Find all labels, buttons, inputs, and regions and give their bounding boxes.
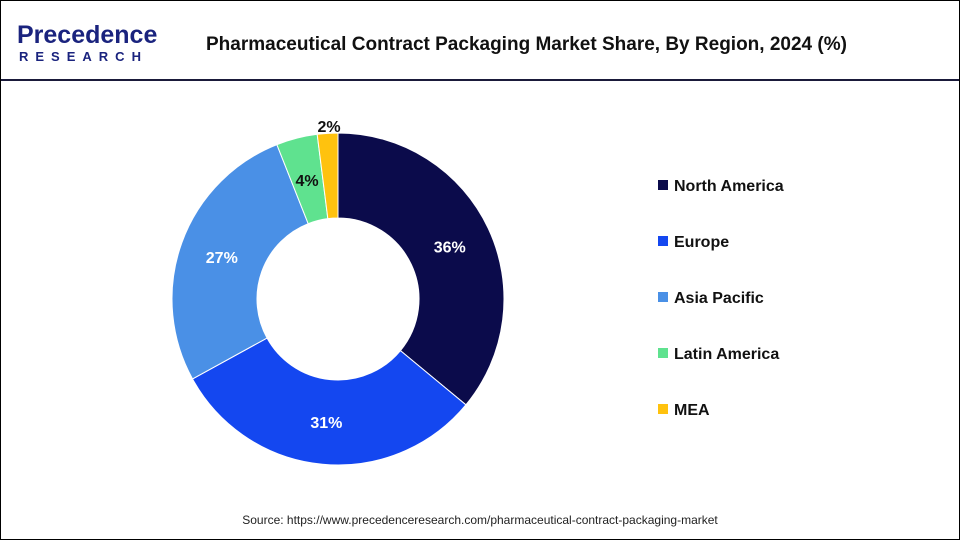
legend-swatch <box>658 180 668 190</box>
svg-text:RESEARCH: RESEARCH <box>19 49 148 64</box>
legend-label: Latin America <box>674 346 779 363</box>
slice-mea <box>316 132 339 220</box>
source-note: Source: https://www.precedenceresearch.c… <box>242 513 718 527</box>
slice-europe <box>191 337 467 466</box>
data-label: 36% <box>434 239 466 256</box>
data-label: 31% <box>310 415 342 432</box>
svg-text:Precedence: Precedence <box>17 21 157 49</box>
legend-swatch <box>658 404 668 414</box>
header: Precedence RESEARCH Pharmaceutical Contr… <box>1 1 959 81</box>
legend-label: MEA <box>674 402 710 419</box>
data-label: 2% <box>317 119 340 136</box>
slice-asia-pacific <box>171 144 309 380</box>
data-label: 4% <box>295 173 318 190</box>
legend-swatch <box>658 236 668 246</box>
legend-label: North America <box>674 178 784 195</box>
legend-label: Europe <box>674 234 729 251</box>
precedence-research-logo: Precedence RESEARCH <box>17 21 157 64</box>
slice-north-america <box>337 132 505 406</box>
legend-swatch <box>658 292 668 302</box>
legend-swatch <box>658 348 668 358</box>
legend-label: Asia Pacific <box>674 290 764 307</box>
data-label: 27% <box>206 250 238 267</box>
chart-title: Pharmaceutical Contract Packaging Market… <box>206 34 847 55</box>
